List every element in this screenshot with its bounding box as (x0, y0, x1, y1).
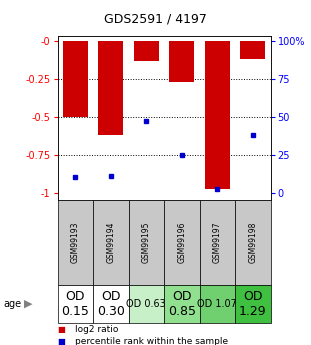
Bar (200, 285, 235, 323)
Bar (235, 200, 271, 285)
Text: percentile rank within the sample: percentile rank within the sample (75, 337, 228, 345)
Bar (205, 41, 230, 189)
Text: OD
0.30: OD 0.30 (97, 289, 125, 318)
Bar (63, 41, 88, 117)
Bar (128, 285, 164, 323)
Text: OD
1.29: OD 1.29 (239, 289, 267, 318)
Bar (134, 41, 159, 60)
Text: GSM99197: GSM99197 (213, 221, 222, 263)
Bar (169, 41, 194, 82)
Text: GDS2591 / 4197: GDS2591 / 4197 (104, 12, 207, 25)
Bar (58, 285, 93, 323)
Text: ▶: ▶ (24, 299, 32, 308)
Bar (200, 200, 235, 285)
Text: ■: ■ (58, 337, 65, 345)
Text: OD 0.63: OD 0.63 (127, 299, 166, 308)
Bar (235, 285, 271, 323)
Text: age: age (3, 299, 21, 308)
Bar (128, 200, 164, 285)
Bar (164, 200, 200, 285)
Text: GSM99194: GSM99194 (106, 221, 115, 263)
Bar (93, 200, 128, 285)
Text: GSM99196: GSM99196 (177, 221, 186, 263)
Text: GSM99195: GSM99195 (142, 221, 151, 263)
Text: OD
0.85: OD 0.85 (168, 289, 196, 318)
Bar (240, 41, 265, 59)
Text: log2 ratio: log2 ratio (75, 325, 118, 334)
Text: GSM99198: GSM99198 (248, 222, 257, 263)
Bar (93, 285, 128, 323)
Text: GSM99193: GSM99193 (71, 221, 80, 263)
Text: OD 1.07: OD 1.07 (197, 299, 237, 308)
Text: OD
0.15: OD 0.15 (61, 289, 89, 318)
Bar (164, 285, 200, 323)
Text: ■: ■ (58, 325, 65, 334)
Bar (58, 200, 93, 285)
Bar (98, 41, 123, 135)
